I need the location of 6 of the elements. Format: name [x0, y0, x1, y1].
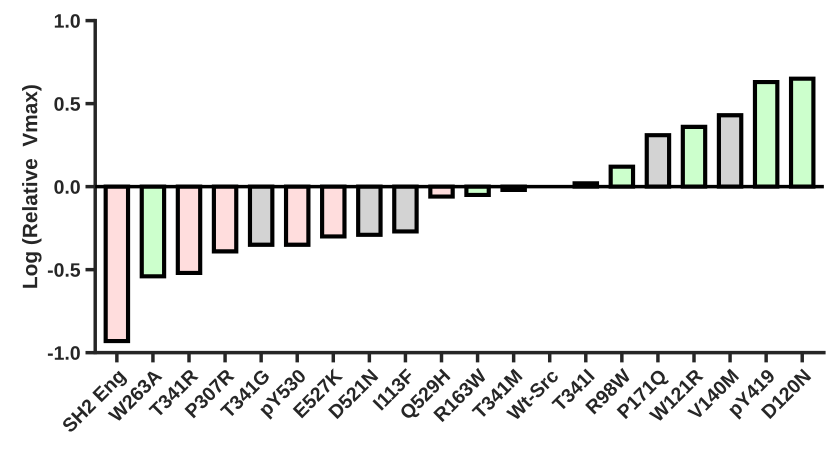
y-axis-title: Log (Relative Vmax): [22, 85, 42, 288]
y-tick-label: -1.0: [48, 346, 80, 360]
y-tick-label: 0.5: [54, 97, 80, 111]
y-tick-label: 0.0: [54, 180, 80, 194]
y-tick-label: 1.0: [54, 14, 80, 28]
y-tick-label: -0.5: [48, 263, 80, 277]
